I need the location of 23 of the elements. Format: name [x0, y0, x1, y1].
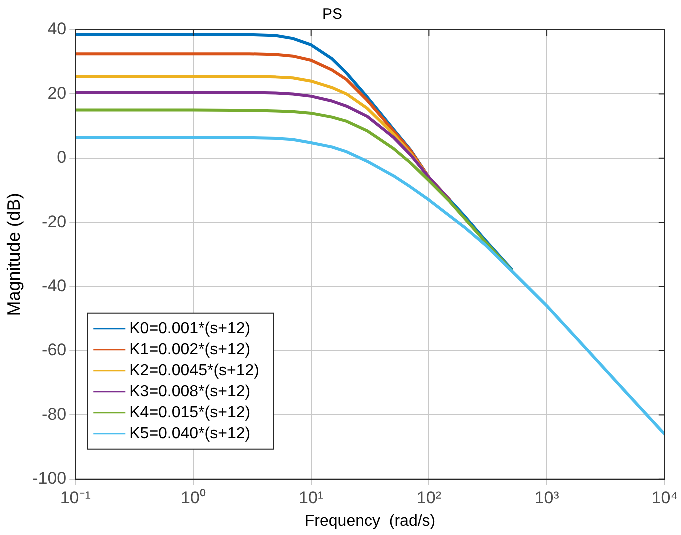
- x-tick-label: 10³: [534, 488, 560, 508]
- x-tick-label: 10¹: [299, 488, 324, 508]
- legend-label: K4=0.015*(s+12): [130, 404, 251, 422]
- x-tick-label: 10²: [416, 488, 442, 508]
- chart-title: PS: [322, 6, 343, 24]
- x-tick-label: 10⁰: [181, 488, 206, 508]
- y-tick-label: -20: [42, 212, 67, 232]
- legend-label: K3=0.008*(s+12): [130, 383, 251, 400]
- y-axis-title: Magnitude (dB): [4, 193, 24, 316]
- legend-label: K5=0.040*(s+12): [130, 425, 251, 442]
- y-tick-label: -100: [32, 469, 67, 488]
- y-tick-label: 0: [57, 148, 67, 168]
- y-tick-label: -80: [42, 404, 67, 424]
- x-axis-title: Frequency (rad/s): [304, 512, 436, 530]
- legend-label: K2=0.0045*(s+12): [130, 362, 260, 380]
- x-tick-label: 10⁴: [652, 488, 678, 508]
- y-tick-label: -40: [42, 276, 67, 296]
- legend-label: K1=0.002*(s+12): [130, 341, 251, 358]
- x-tick-label: 10⁻¹: [60, 488, 92, 508]
- y-tick-label: -60: [42, 340, 67, 360]
- y-tick-label: 40: [48, 20, 67, 39]
- legend-label: K0=0.001*(s+12): [130, 320, 251, 338]
- y-tick-label: 20: [48, 84, 67, 103]
